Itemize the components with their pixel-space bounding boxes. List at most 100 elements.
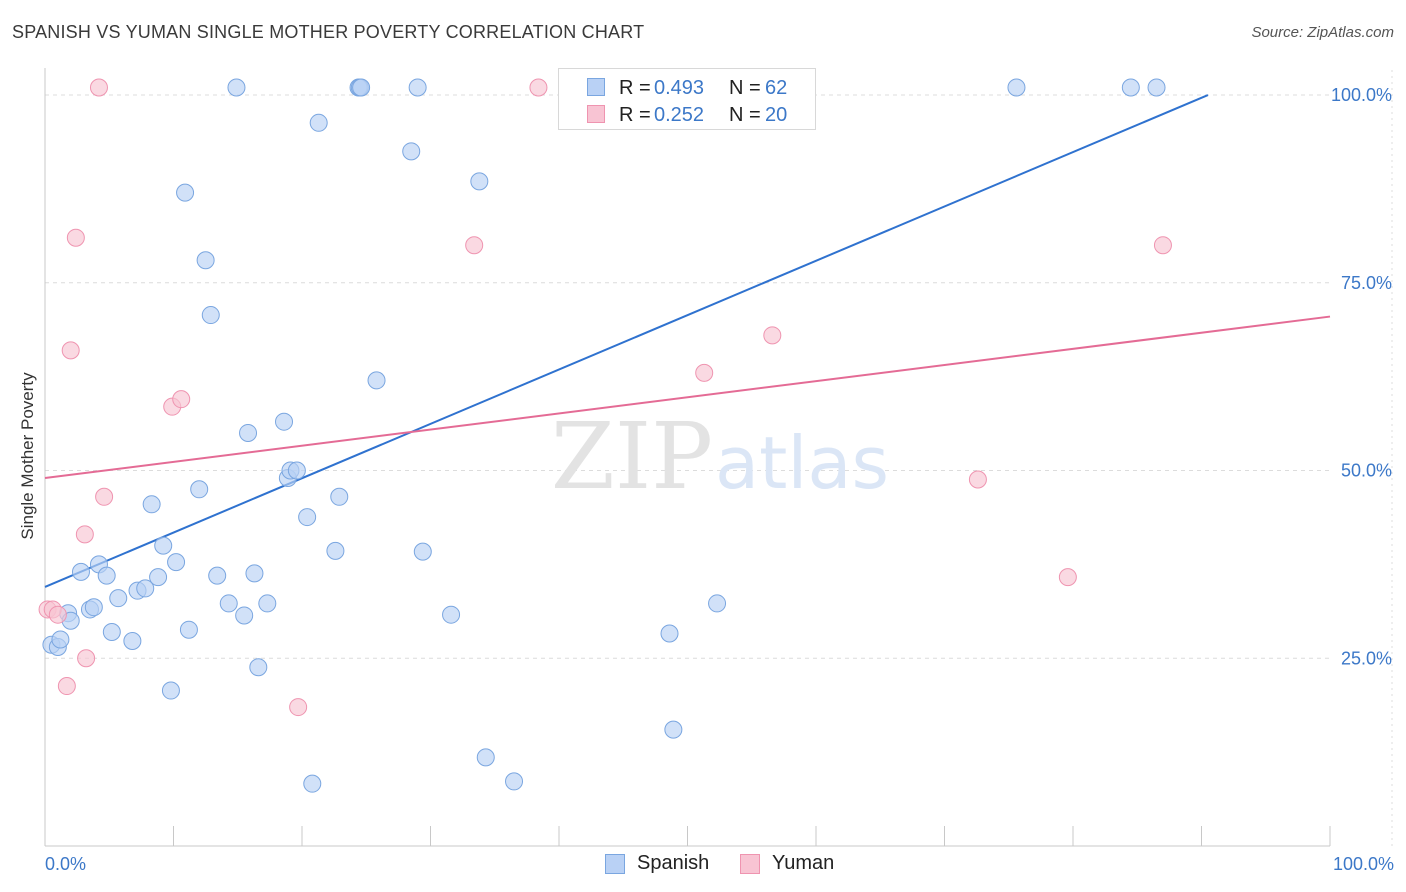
yuman-point [289, 698, 308, 717]
spanish-point [167, 553, 186, 572]
spanish-point [154, 536, 173, 555]
spanish-point [123, 631, 142, 650]
watermark: ZIP atlas [551, 403, 889, 510]
spanish-point [190, 480, 209, 499]
spanish-point [227, 78, 246, 97]
spanish-legend-swatch [605, 854, 625, 874]
r-label: R = [619, 77, 651, 99]
spanish-point [1147, 78, 1166, 97]
spanish-point [330, 487, 349, 506]
r-value: 0.493 [654, 77, 705, 99]
trend-lines [44, 94, 1331, 588]
spanish-point [664, 720, 683, 739]
yuman-point [1153, 236, 1172, 255]
spanish-legend-label: Spanish [637, 852, 710, 874]
yuman-point [95, 487, 114, 506]
yuman-point [968, 470, 987, 489]
yuman-point [57, 677, 76, 696]
legend-row-spanish: R = 0.493 N = 62 [559, 75, 817, 101]
spanish-point [235, 606, 254, 625]
spanish-point [84, 598, 103, 617]
yuman-point [1058, 568, 1077, 587]
y-tick-label: 75.0% [1341, 273, 1392, 293]
y-axis-label: Single Mother Poverty [18, 372, 37, 540]
r-value: 0.252 [654, 104, 705, 126]
axes [44, 68, 1331, 847]
r-label: R = [619, 104, 651, 126]
yuman-point [172, 390, 191, 409]
spanish-point [249, 658, 268, 677]
spanish-point [176, 183, 195, 202]
spanish-point [219, 594, 238, 613]
spanish-point [239, 423, 258, 442]
spanish-point [708, 594, 727, 613]
tick-labels: 25.0% 50.0% 75.0% 100.0% 0.0% 100.0% [45, 85, 1394, 874]
yuman-swatch [587, 105, 605, 123]
spanish-point [275, 412, 294, 431]
yuman-legend-swatch [740, 854, 760, 874]
spanish-point [51, 630, 70, 649]
spanish-swatch [587, 78, 605, 96]
data-points [38, 78, 1172, 793]
spanish-point [1121, 78, 1140, 97]
spanish-point [71, 562, 90, 581]
spanish-point [413, 542, 432, 561]
y-tick-label: 25.0% [1341, 648, 1392, 668]
yuman-point [529, 78, 548, 97]
spanish-point [97, 566, 116, 585]
spanish-point [179, 620, 198, 639]
yuman-legend-label: Yuman [772, 852, 835, 874]
yuman-point [66, 228, 85, 247]
stats-legend: R = 0.493 N = 62 R = 0.252 N = 20 [558, 68, 816, 130]
y-tick-label: 100.0% [1331, 85, 1392, 105]
spanish-point [258, 594, 277, 613]
spanish-point [161, 681, 180, 700]
spanish-point [208, 566, 227, 585]
yuman-point [465, 236, 484, 255]
yuman-point [77, 649, 96, 668]
spanish-point [298, 508, 317, 527]
yuman-trend-line [44, 315, 1331, 480]
spanish-point [201, 306, 220, 325]
spanish-point [408, 78, 427, 97]
chart-title: SPANISH VS YUMAN SINGLE MOTHER POVERTY C… [12, 22, 645, 42]
spanish-trend-line [44, 94, 1209, 588]
spanish-point [352, 78, 371, 97]
n-value: 62 [765, 77, 788, 99]
spanish-point [505, 772, 524, 791]
spanish-point [367, 371, 386, 390]
spanish-point [196, 251, 215, 270]
spanish-point [136, 579, 155, 598]
y-tick-label: 50.0% [1341, 461, 1392, 481]
source-label: Source: ZipAtlas.com [1251, 24, 1394, 41]
spanish-point [245, 564, 264, 583]
spanish-point [303, 774, 322, 793]
n-label: N = [729, 77, 761, 99]
x-tick-label: 0.0% [45, 854, 86, 874]
spanish-point [109, 589, 128, 608]
spanish-point [309, 113, 328, 132]
yuman-point [75, 525, 94, 544]
spanish-point [326, 541, 345, 560]
yuman-point [89, 78, 108, 97]
spanish-point [470, 172, 489, 191]
yuman-point [763, 326, 782, 345]
spanish-point [476, 748, 495, 767]
spanish-point [660, 624, 679, 643]
x-tick-label: 100.0% [1333, 854, 1394, 874]
yuman-point [61, 341, 80, 360]
n-label: N = [729, 104, 761, 126]
watermark-atlas: atlas [715, 421, 889, 505]
spanish-point [1007, 78, 1026, 97]
spanish-point [442, 605, 461, 624]
spanish-point [102, 622, 121, 641]
spanish-point [402, 142, 421, 161]
yuman-point [695, 363, 714, 382]
yuman-point [48, 605, 67, 624]
spanish-point [287, 461, 306, 480]
spanish-point [142, 495, 161, 514]
spanish-point [149, 568, 168, 587]
n-value: 20 [765, 104, 788, 126]
watermark-zip: ZIP [551, 403, 713, 510]
